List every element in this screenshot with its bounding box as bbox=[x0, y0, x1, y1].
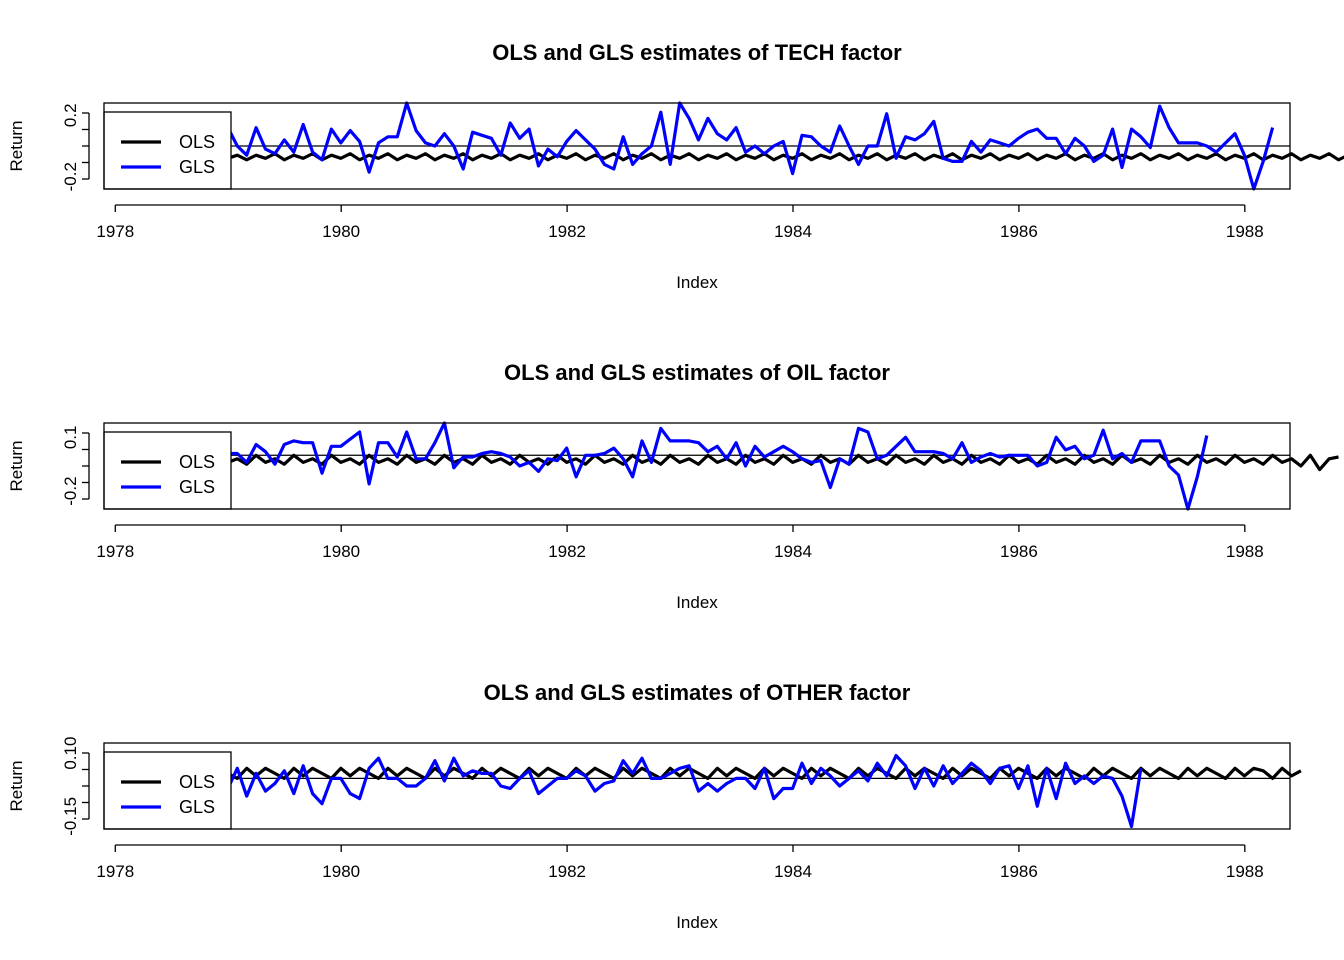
x-tick-label: 1986 bbox=[1000, 222, 1038, 241]
panel-3: OLS and GLS estimates of OTHER factor OLS… bbox=[7, 680, 1301, 932]
x-tick-label: 1986 bbox=[1000, 862, 1038, 881]
series-line-gls bbox=[209, 423, 1207, 509]
chart-title: OLS and GLS estimates of TECH factor bbox=[492, 40, 902, 65]
legend-label-gls: GLS bbox=[179, 157, 215, 177]
legend-label-gls: GLS bbox=[179, 477, 215, 497]
x-axis-label: Index bbox=[676, 273, 718, 292]
x-axis: 1978 1980 1982 1984 1986 1988 bbox=[96, 845, 1263, 881]
series-line-ols bbox=[209, 154, 1344, 163]
y-axis-label: Return bbox=[7, 120, 26, 171]
panel-2: OLS and GLS estimates of OIL factor OLS GL… bbox=[7, 360, 1339, 612]
y-tick-label: 0.2 bbox=[61, 103, 80, 127]
y-axis: -0.15 0.10 bbox=[61, 737, 89, 836]
x-tick-label: 1982 bbox=[548, 862, 586, 881]
x-tick-label: 1986 bbox=[1000, 542, 1038, 561]
x-tick-label: 1978 bbox=[96, 862, 134, 881]
x-axis-label: Index bbox=[676, 913, 718, 932]
legend-label-gls: GLS bbox=[179, 797, 215, 817]
x-tick-label: 1988 bbox=[1226, 862, 1264, 881]
y-axis: -0.2 0.2 bbox=[61, 103, 89, 191]
chart-title: OLS and GLS estimates of OIL factor bbox=[504, 360, 890, 385]
y-axis-label: Return bbox=[7, 440, 26, 491]
legend: OLS GLS bbox=[104, 432, 231, 509]
x-tick-label: 1980 bbox=[322, 542, 360, 561]
x-tick-label: 1980 bbox=[322, 222, 360, 241]
legend-label-ols: OLS bbox=[179, 132, 215, 152]
y-tick-label: -0.15 bbox=[61, 797, 80, 836]
y-tick-label: 0.1 bbox=[61, 426, 80, 450]
y-tick-label: -0.2 bbox=[61, 162, 80, 191]
x-tick-label: 1984 bbox=[774, 222, 812, 241]
y-axis-label: Return bbox=[7, 760, 26, 811]
x-tick-label: 1988 bbox=[1226, 222, 1264, 241]
x-tick-label: 1984 bbox=[774, 542, 812, 561]
chart-title: OLS and GLS estimates of OTHER factor bbox=[484, 680, 911, 705]
x-tick-label: 1978 bbox=[96, 542, 134, 561]
plot-frame bbox=[104, 423, 1290, 509]
x-axis: 1978 1980 1982 1984 1986 1988 bbox=[96, 525, 1263, 561]
legend-label-ols: OLS bbox=[179, 452, 215, 472]
x-tick-label: 1982 bbox=[548, 542, 586, 561]
x-tick-label: 1984 bbox=[774, 862, 812, 881]
x-tick-label: 1978 bbox=[96, 222, 134, 241]
y-axis: -0.2 0.1 bbox=[61, 426, 89, 506]
legend: OLS GLS bbox=[104, 752, 231, 829]
x-axis-label: Index bbox=[676, 593, 718, 612]
y-tick-label: -0.2 bbox=[61, 476, 80, 505]
legend-label-ols: OLS bbox=[179, 772, 215, 792]
x-axis: 1978 1980 1982 1984 1986 1988 bbox=[96, 205, 1263, 241]
series-line-ols bbox=[209, 766, 1301, 779]
series-line-gls bbox=[209, 756, 1141, 827]
x-tick-label: 1988 bbox=[1226, 542, 1264, 561]
x-tick-label: 1980 bbox=[322, 862, 360, 881]
x-tick-label: 1982 bbox=[548, 222, 586, 241]
panel-1: OLS and GLS estimates of TECH factor OLS G… bbox=[7, 40, 1344, 292]
y-tick-label: 0.10 bbox=[61, 737, 80, 770]
legend: OLS GLS bbox=[104, 112, 231, 189]
